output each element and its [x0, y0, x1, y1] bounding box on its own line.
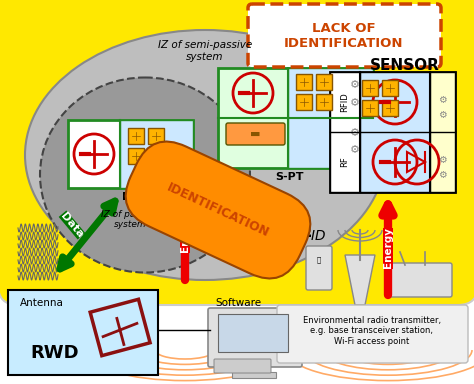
Text: Software: Software [215, 298, 261, 308]
Bar [245, 365, 263, 373]
FancyBboxPatch shape [306, 246, 332, 290]
Text: Antenna: Antenna [20, 298, 64, 308]
Bar [382, 80, 398, 96]
Bar [120, 120, 193, 188]
Text: Environmental radio transmitter,
e.g. base transceiver station,
Wi-Fi access poi: Environmental radio transmitter, e.g. ba… [303, 316, 441, 346]
FancyBboxPatch shape [68, 120, 193, 188]
FancyBboxPatch shape [218, 68, 373, 168]
FancyBboxPatch shape [388, 263, 452, 297]
Text: RWD: RWD [30, 344, 79, 362]
FancyBboxPatch shape [8, 290, 158, 375]
Bar [316, 74, 332, 90]
Bar [90, 299, 150, 356]
Text: ⚙: ⚙ [438, 110, 447, 120]
Bar [232, 372, 276, 378]
Bar [128, 148, 144, 164]
Text: ⚙: ⚙ [438, 95, 447, 105]
Bar [296, 74, 312, 90]
Text: S-PT: S-PT [276, 172, 304, 182]
Bar [362, 100, 378, 116]
Bar [362, 80, 378, 96]
FancyBboxPatch shape [214, 359, 271, 373]
FancyBboxPatch shape [248, 4, 441, 67]
Text: ⚙: ⚙ [350, 80, 360, 90]
Bar [218, 314, 288, 352]
FancyBboxPatch shape [0, 0, 474, 305]
Text: ▬: ▬ [250, 129, 260, 139]
Text: IZ of semi-passive
system: IZ of semi-passive system [158, 40, 252, 61]
FancyBboxPatch shape [226, 123, 285, 145]
Bar [430, 72, 455, 192]
Text: ⚙: ⚙ [438, 155, 447, 165]
FancyBboxPatch shape [208, 308, 302, 367]
Text: Energy: Energy [180, 212, 190, 253]
Text: LACK OF
IDENTIFICATION: LACK OF IDENTIFICATION [284, 22, 404, 50]
Bar [148, 128, 164, 144]
FancyBboxPatch shape [277, 305, 468, 363]
Bar [382, 100, 398, 116]
Text: IZ of passive
system: IZ of passive system [101, 210, 159, 229]
Text: ⚙: ⚙ [350, 145, 360, 155]
Text: ⚙: ⚙ [350, 128, 360, 138]
FancyBboxPatch shape [330, 72, 455, 192]
Text: PT: PT [122, 192, 138, 202]
Bar [316, 94, 332, 110]
Text: Energy: Energy [383, 227, 393, 268]
Text: $\mathbf{\Omega}_{ID}$: $\mathbf{\Omega}_{ID}$ [294, 221, 326, 243]
Polygon shape [345, 255, 375, 305]
Bar [296, 94, 312, 110]
Text: RFID: RFID [340, 92, 349, 112]
Text: SENSOR: SENSOR [370, 58, 440, 73]
Bar [360, 72, 430, 192]
Text: RF: RF [340, 157, 349, 167]
Text: Data: Data [59, 210, 85, 240]
Bar [148, 148, 164, 164]
Text: 📶: 📶 [317, 257, 321, 263]
Bar [128, 128, 144, 144]
Bar [288, 68, 373, 168]
Bar [330, 72, 360, 192]
Text: ⚙: ⚙ [438, 170, 447, 180]
Ellipse shape [40, 78, 250, 273]
Text: IDENTIFICATION: IDENTIFICATION [164, 180, 271, 240]
Text: ⚙: ⚙ [350, 98, 360, 108]
Ellipse shape [25, 30, 385, 280]
